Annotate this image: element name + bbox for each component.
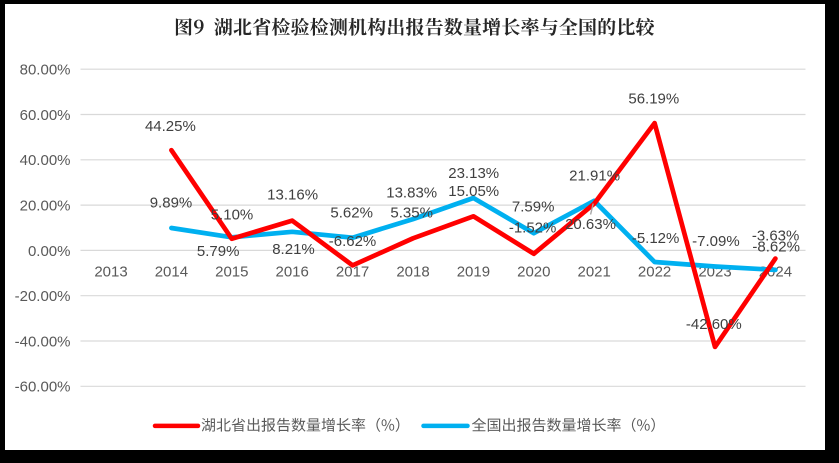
svg-text:2015: 2015 — [215, 264, 248, 281]
svg-text:2020: 2020 — [517, 264, 550, 281]
svg-text:80.00%: 80.00% — [20, 62, 71, 79]
svg-text:7.59%: 7.59% — [512, 198, 555, 215]
svg-text:-8.62%: -8.62% — [752, 239, 800, 256]
svg-text:56.19%: 56.19% — [628, 90, 679, 107]
svg-text:20.00%: 20.00% — [20, 198, 71, 215]
svg-text:2013: 2013 — [94, 264, 127, 281]
svg-text:-40.00%: -40.00% — [15, 333, 71, 350]
svg-text:15.05%: 15.05% — [448, 183, 499, 200]
svg-text:13.16%: 13.16% — [267, 186, 318, 203]
svg-text:-60.00%: -60.00% — [15, 379, 71, 396]
svg-text:-42.60%: -42.60% — [686, 316, 742, 333]
svg-text:13.83%: 13.83% — [386, 185, 437, 202]
svg-text:2016: 2016 — [276, 264, 309, 281]
svg-text:5.62%: 5.62% — [330, 205, 373, 222]
svg-text:2021: 2021 — [578, 264, 611, 281]
svg-text:2017: 2017 — [336, 264, 369, 281]
svg-text:0.00%: 0.00% — [28, 243, 71, 260]
svg-text:2022: 2022 — [638, 264, 671, 281]
svg-text:20.63%: 20.63% — [565, 216, 616, 233]
svg-text:-3.63%: -3.63% — [752, 227, 800, 244]
svg-text:-7.09%: -7.09% — [692, 233, 740, 250]
svg-text:-6.62%: -6.62% — [329, 233, 377, 250]
svg-text:23.13%: 23.13% — [448, 165, 499, 182]
svg-text:2019: 2019 — [457, 264, 490, 281]
svg-text:5.10%: 5.10% — [211, 207, 254, 224]
svg-text:60.00%: 60.00% — [20, 107, 71, 124]
svg-text:9.89%: 9.89% — [150, 194, 193, 211]
svg-text:2014: 2014 — [155, 264, 188, 281]
svg-text:-5.12%: -5.12% — [632, 230, 680, 247]
svg-text:-1.52%: -1.52% — [509, 220, 557, 237]
svg-text:5.79%: 5.79% — [197, 243, 240, 260]
svg-text:-20.00%: -20.00% — [15, 288, 71, 305]
svg-text:40.00%: 40.00% — [20, 152, 71, 169]
svg-text:44.25%: 44.25% — [145, 118, 196, 135]
svg-text:21.91%: 21.91% — [569, 168, 620, 185]
svg-text:2018: 2018 — [396, 264, 429, 281]
svg-text:8.21%: 8.21% — [272, 241, 315, 258]
svg-text:5.35%: 5.35% — [390, 205, 433, 222]
